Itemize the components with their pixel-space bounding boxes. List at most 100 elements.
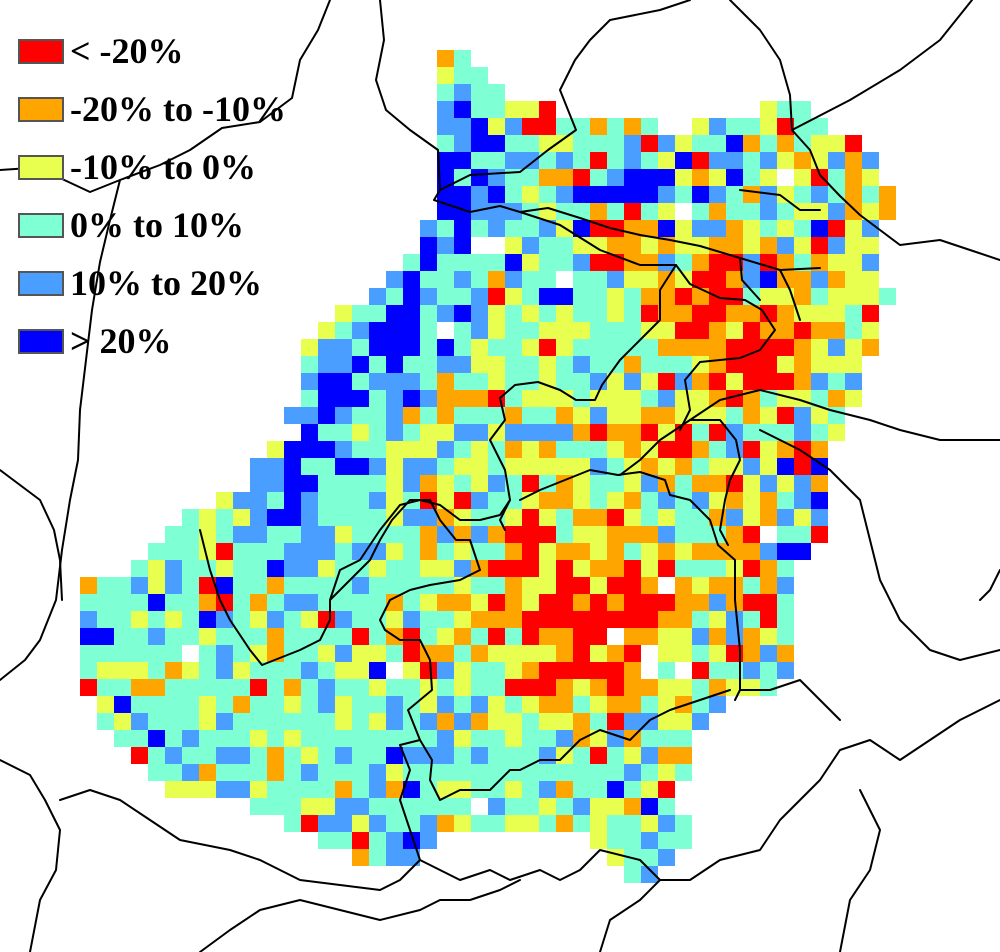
raster-cell (641, 577, 658, 594)
raster-cell (318, 628, 335, 645)
raster-cell (556, 441, 573, 458)
legend-label: < -20% (70, 31, 184, 71)
raster-cell (658, 679, 675, 696)
raster-cell (573, 186, 590, 203)
raster-cell (420, 815, 437, 832)
raster-cell (233, 594, 250, 611)
raster-cell (199, 747, 216, 764)
raster-cell (760, 645, 777, 662)
raster-cell (165, 628, 182, 645)
raster-cell (794, 254, 811, 271)
raster-cell (250, 628, 267, 645)
raster-cell (539, 424, 556, 441)
raster-cell (369, 815, 386, 832)
raster-cell (709, 475, 726, 492)
legend: < -20% -20% to -10% -10% to 0% 0% to 10%… (18, 22, 286, 370)
raster-cell (267, 509, 284, 526)
raster-cell (420, 407, 437, 424)
raster-cell (607, 543, 624, 560)
raster-cell (743, 475, 760, 492)
raster-cell (658, 203, 675, 220)
raster-cell (403, 628, 420, 645)
raster-cell (267, 594, 284, 611)
raster-cell (148, 747, 165, 764)
raster-cell (777, 628, 794, 645)
raster-cell (828, 152, 845, 169)
raster-cell (318, 475, 335, 492)
raster-cell (454, 611, 471, 628)
raster-cell (165, 730, 182, 747)
raster-cell (318, 509, 335, 526)
raster-cell (590, 611, 607, 628)
raster-cell (573, 356, 590, 373)
raster-cell (403, 254, 420, 271)
raster-cell (369, 407, 386, 424)
raster-cell (165, 679, 182, 696)
raster-cell (811, 526, 828, 543)
raster-cell (386, 798, 403, 815)
raster-cell (556, 798, 573, 815)
raster-cell (505, 662, 522, 679)
raster-cell (97, 577, 114, 594)
raster-cell (403, 798, 420, 815)
raster-cell (760, 475, 777, 492)
legend-swatch (18, 270, 64, 296)
raster-cell (284, 730, 301, 747)
raster-cell (488, 679, 505, 696)
raster-cell (454, 475, 471, 492)
raster-cell (505, 798, 522, 815)
raster-cell (522, 220, 539, 237)
raster-cell (556, 424, 573, 441)
raster-cell (352, 679, 369, 696)
raster-cell (743, 543, 760, 560)
raster-cell (726, 203, 743, 220)
raster-cell (250, 475, 267, 492)
raster-cell (743, 169, 760, 186)
raster-cell (318, 696, 335, 713)
raster-cell (386, 356, 403, 373)
raster-cell (675, 577, 692, 594)
raster-cell (403, 713, 420, 730)
raster-cell (522, 730, 539, 747)
raster-cell (437, 492, 454, 509)
raster-cell (471, 492, 488, 509)
raster-cell (522, 594, 539, 611)
northeast-branch (791, 0, 973, 131)
raster-cell (624, 577, 641, 594)
raster-cell (658, 339, 675, 356)
raster-cell (556, 322, 573, 339)
raster-cell (284, 815, 301, 832)
raster-cell (131, 662, 148, 679)
raster-cell (318, 339, 335, 356)
raster-cell (488, 764, 505, 781)
raster-cell (590, 356, 607, 373)
raster-cell (386, 526, 403, 543)
raster-cell (267, 662, 284, 679)
raster-cell (131, 611, 148, 628)
raster-cell (607, 645, 624, 662)
raster-cell (573, 305, 590, 322)
raster-cell (539, 781, 556, 798)
raster-cell (352, 713, 369, 730)
raster-cell (862, 169, 879, 186)
raster-cell (233, 560, 250, 577)
raster-cell (522, 713, 539, 730)
raster-cell (318, 747, 335, 764)
raster-cell (641, 390, 658, 407)
raster-cell (148, 679, 165, 696)
raster-cell (420, 458, 437, 475)
raster-cell (590, 832, 607, 849)
raster-cell (760, 288, 777, 305)
raster-cell (675, 356, 692, 373)
raster-cell (556, 560, 573, 577)
raster-cell (301, 441, 318, 458)
raster-cell (505, 628, 522, 645)
raster-cell (675, 509, 692, 526)
raster-cell (386, 373, 403, 390)
raster-cell (522, 288, 539, 305)
raster-cell (267, 764, 284, 781)
raster-cell (522, 424, 539, 441)
raster-cell (828, 305, 845, 322)
raster-cell (199, 594, 216, 611)
